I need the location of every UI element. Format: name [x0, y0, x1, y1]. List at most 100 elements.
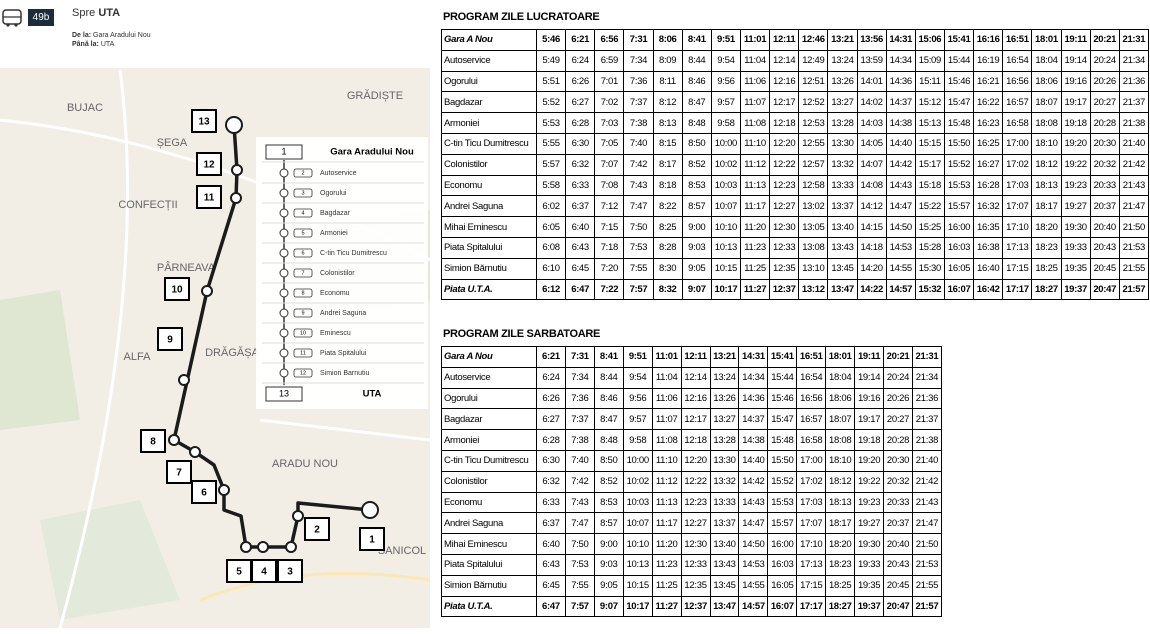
- time-cell: 17:10: [1002, 216, 1033, 238]
- timetable: Gara A Nou 6:21 7:31 8:41 9:51 11:01 12:11 13:2…: [441, 346, 942, 618]
- time-cell: 20:28: [1089, 112, 1120, 134]
- table-row: Economu 5:58 6:33 7:08 7:43 8:18 8:53 10:03 11:1…: [441, 174, 1149, 197]
- time-cell: 14:47: [885, 195, 916, 218]
- stop-number: 7: [176, 468, 182, 479]
- table-row: Piata Spitalului 6:08 6:43 7:18 7:53 8:28 9:03…: [441, 236, 1149, 259]
- time-cell: 6:37: [565, 195, 596, 218]
- stop-name: Gara A Nou: [441, 29, 537, 51]
- header-row: Gara A Nou 5:46 6:21 6:56 7:31 8:06 8:41 9:51 11…: [441, 29, 1149, 51]
- time-cell: 17:13: [796, 553, 827, 576]
- legend-name: Ogorului: [320, 190, 347, 197]
- time-cell: 12:22: [769, 153, 800, 176]
- time-cell: 6:12: [535, 278, 567, 301]
- stop-marker: [189, 446, 201, 458]
- time-cell: 16:03: [943, 236, 975, 259]
- time-cell: 7:55: [623, 257, 654, 280]
- legend-box: [293, 208, 313, 218]
- time-cell: 20:27: [1089, 91, 1120, 114]
- time-cell: 15:41: [767, 346, 798, 368]
- time-cell: 13:05: [798, 216, 829, 238]
- legend-dot: [279, 228, 289, 238]
- time-cell: 18:12: [1031, 153, 1062, 176]
- time-cell: 15:06: [914, 29, 945, 51]
- time-cell: 11:17: [739, 195, 771, 218]
- bus-icon: [2, 9, 22, 27]
- legend-box: [293, 288, 313, 298]
- stop-name: Andrei Saguna: [441, 512, 537, 535]
- time-cell: 10:03: [622, 491, 653, 514]
- time-cell: 12:20: [769, 132, 800, 155]
- table-row: Ogorului 5:51 6:26 7:01 7:36 8:11 8:46 9:56 11:0…: [441, 70, 1149, 93]
- stop-marker: [231, 164, 243, 176]
- time-cell: 8:22: [652, 195, 683, 218]
- time-cell: 7:40: [564, 449, 595, 472]
- legend-dot: [279, 328, 289, 338]
- table-row: Economu 6:33 7:43 8:53 10:03 11:13 12:23 13:33 1…: [441, 491, 942, 514]
- time-cell: 14:57: [885, 278, 916, 301]
- time-cell: 16:51: [796, 346, 827, 368]
- time-cell: 6:24: [565, 49, 596, 72]
- time-cell: 14:50: [738, 533, 769, 555]
- legend-number: 6: [301, 250, 304, 256]
- time-cell: 21:42: [1118, 153, 1149, 176]
- time-cell: 11:27: [651, 595, 682, 618]
- time-cell: 12:23: [769, 174, 800, 197]
- time-cell: 19:22: [854, 470, 885, 493]
- time-cell: 16:23: [973, 112, 1004, 134]
- legend-number: 9: [301, 310, 304, 316]
- time-cell: 14:08: [856, 174, 887, 197]
- time-cell: 20:27: [883, 408, 913, 431]
- legend-box: [293, 168, 313, 178]
- time-cell: 13:47: [709, 595, 740, 618]
- time-cell: 18:13: [825, 491, 856, 514]
- time-cell: 17:15: [796, 574, 827, 597]
- time-cell: 20:32: [1089, 153, 1120, 176]
- stop-box: [196, 185, 222, 209]
- time-cell: 21:31: [911, 346, 942, 368]
- time-cell: 16:32: [973, 195, 1004, 218]
- stop-name: Economu: [441, 174, 537, 197]
- legend-box: [265, 144, 303, 160]
- time-cell: 5:58: [535, 174, 567, 197]
- time-cell: 19:18: [854, 429, 885, 451]
- time-cell: 7:55: [564, 574, 595, 597]
- legend-name: Andrei Saguna: [320, 310, 366, 317]
- time-cell: 19:33: [854, 553, 885, 576]
- time-cell: 20:21: [1089, 29, 1120, 51]
- time-cell: 11:13: [739, 174, 771, 197]
- time-cell: 20:45: [1089, 257, 1120, 280]
- time-cell: 8:48: [681, 112, 712, 134]
- stop-name: Colonistilor: [441, 470, 537, 493]
- time-cell: 15:18: [914, 174, 945, 197]
- time-cell: 14:34: [885, 49, 916, 72]
- legend-number: 7: [301, 270, 304, 276]
- time-cell: 13:08: [798, 236, 829, 259]
- time-cell: 9:51: [710, 29, 741, 51]
- time-cell: 21:42: [911, 470, 942, 493]
- time-cell: 13:26: [827, 70, 858, 93]
- legend-dot: [279, 288, 289, 298]
- legend-box: [293, 328, 313, 338]
- time-cell: 6:45: [536, 574, 566, 597]
- time-cell: 12:46: [798, 29, 829, 51]
- time-cell: 7:22: [594, 278, 625, 301]
- time-cell: 5:46: [535, 29, 567, 51]
- time-cell: 7:38: [623, 112, 654, 134]
- time-cell: 13:12: [798, 278, 829, 301]
- stop-name: Autoservice: [441, 49, 537, 72]
- time-cell: 7:38: [564, 429, 595, 451]
- time-cell: 16:56: [796, 387, 827, 410]
- time-cell: 21:57: [911, 595, 942, 618]
- time-cell: 14:47: [738, 512, 769, 535]
- stop-marker: [257, 541, 269, 553]
- time-cell: 6:28: [565, 112, 596, 134]
- time-cell: 18:08: [825, 429, 856, 451]
- time-cell: 6:40: [565, 216, 596, 238]
- stop-name: Armoniei: [441, 112, 537, 134]
- time-cell: 19:37: [1060, 278, 1091, 301]
- time-cell: 21:38: [911, 429, 942, 451]
- time-cell: 19:35: [1060, 257, 1091, 280]
- time-cell: 6:02: [535, 195, 567, 218]
- time-cell: 5:51: [535, 70, 567, 93]
- time-cell: 6:43: [565, 236, 596, 259]
